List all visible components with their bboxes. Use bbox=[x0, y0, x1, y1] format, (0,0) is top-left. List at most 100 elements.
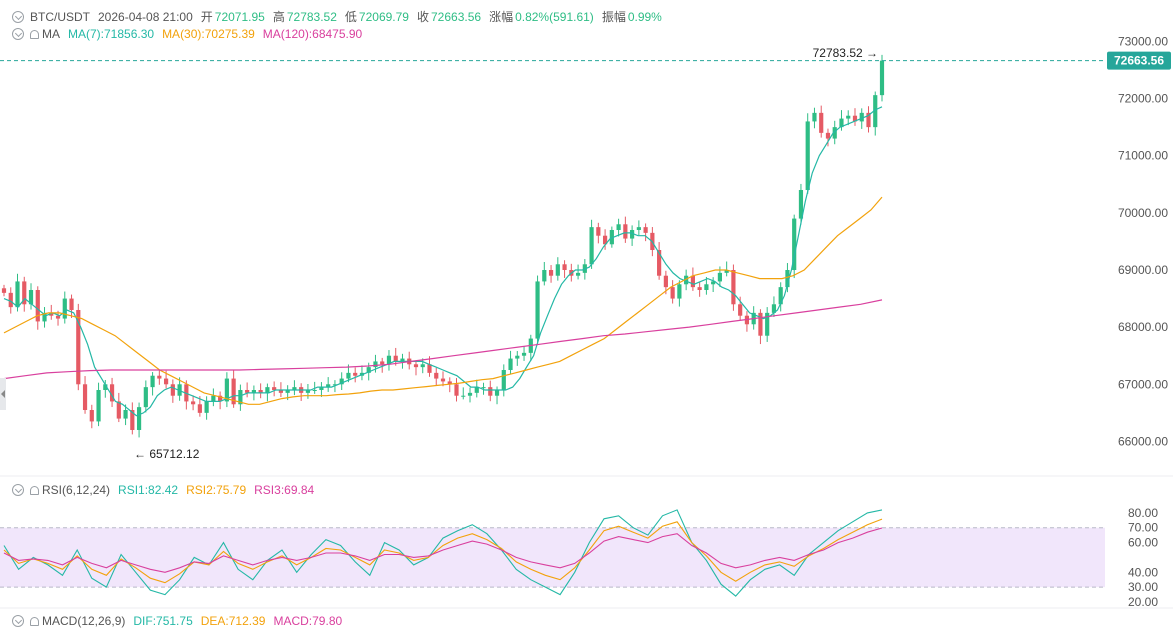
high-label: 高 bbox=[272, 10, 285, 24]
candle-body bbox=[238, 390, 243, 405]
candle-body bbox=[204, 401, 209, 413]
candle-body bbox=[596, 227, 601, 236]
candle-body bbox=[866, 112, 871, 128]
candle-body bbox=[393, 355, 398, 362]
candle-body bbox=[218, 395, 223, 402]
candle-body bbox=[630, 230, 635, 239]
candle-body bbox=[434, 372, 439, 379]
candle-body bbox=[819, 112, 824, 133]
rsi-axis-tick: 80.00 bbox=[1128, 506, 1158, 520]
bell-icon[interactable] bbox=[30, 29, 39, 39]
macd-dif-value: DIF:751.75 bbox=[133, 614, 193, 628]
candle-body bbox=[386, 355, 392, 365]
change-label: 涨幅 bbox=[489, 10, 514, 24]
candle-body bbox=[792, 218, 797, 270]
high-annotation: 72783.52 → bbox=[813, 46, 878, 60]
rsi2-value: RSI2:75.79 bbox=[186, 483, 247, 497]
candle-body bbox=[879, 60, 885, 96]
candle-body bbox=[873, 95, 878, 128]
candle-body bbox=[778, 287, 783, 305]
candle-body bbox=[515, 355, 520, 359]
candle-body bbox=[400, 358, 405, 362]
price-axis-tick: 73000.00 bbox=[1118, 34, 1168, 48]
candle-body bbox=[170, 384, 175, 396]
candle-body bbox=[143, 387, 148, 408]
candle-body bbox=[339, 378, 344, 385]
candle-body bbox=[116, 401, 121, 419]
candle-body bbox=[521, 352, 527, 356]
rsi-axis-tick: 20.00 bbox=[1128, 595, 1158, 609]
candle-body bbox=[616, 224, 621, 230]
candle-body bbox=[440, 378, 446, 382]
eye-icon[interactable] bbox=[12, 484, 24, 496]
candle-body bbox=[839, 118, 844, 128]
candle-body bbox=[731, 270, 736, 305]
candle-body bbox=[123, 410, 128, 419]
candle-body bbox=[609, 230, 614, 245]
candle-body bbox=[704, 284, 709, 290]
candle-body bbox=[765, 312, 770, 336]
current-price-text: 72663.56 bbox=[1114, 54, 1164, 68]
datetime-label: 2026-04-08 21:00 bbox=[98, 9, 193, 24]
ma30-value: MA(30):70275.39 bbox=[162, 27, 255, 41]
candle-body bbox=[501, 370, 506, 390]
close-label: 收 bbox=[416, 10, 429, 24]
candle-body bbox=[1, 288, 7, 293]
candle-body bbox=[62, 298, 67, 319]
candle-body bbox=[197, 404, 202, 413]
candle-body bbox=[657, 250, 662, 276]
candle-body bbox=[717, 272, 723, 282]
bell-icon[interactable] bbox=[30, 616, 39, 626]
amplitude-value: 0.99% bbox=[627, 9, 662, 24]
rsi-line-rsi1 bbox=[3, 509, 883, 597]
candle-body bbox=[136, 407, 142, 430]
candle-body bbox=[332, 384, 338, 386]
candle-body bbox=[49, 312, 54, 316]
candle-body bbox=[738, 304, 743, 316]
rsi-line-rsi2 bbox=[3, 518, 883, 584]
candle-body bbox=[312, 390, 317, 391]
ma120-line bbox=[3, 299, 883, 380]
rsi-legend: RSI(6,12,24) RSI1:82.42 RSI2:75.79 RSI3:… bbox=[12, 483, 322, 497]
candle-body bbox=[231, 378, 236, 405]
candle-body bbox=[211, 395, 216, 402]
price-axis-tick: 70000.00 bbox=[1118, 206, 1168, 220]
ma-legend: MA MA(7):71856.30 MA(30):70275.39 MA(120… bbox=[12, 27, 370, 41]
change-value: 0.82%(591.61) bbox=[515, 9, 594, 24]
collapse-sidebar-handle[interactable] bbox=[0, 378, 6, 410]
candle-body bbox=[542, 270, 547, 282]
candle-body bbox=[285, 390, 290, 393]
candle-body bbox=[96, 390, 101, 422]
candle-body bbox=[272, 387, 277, 390]
candle-body bbox=[366, 367, 371, 373]
macd-label: MACD(12,26,9) bbox=[42, 614, 126, 628]
candle-body bbox=[346, 372, 351, 379]
candle-body bbox=[535, 281, 540, 339]
candle-body bbox=[22, 281, 27, 305]
price-axis-tick: 67000.00 bbox=[1118, 377, 1168, 391]
candle-body bbox=[150, 375, 155, 388]
candle-body bbox=[697, 287, 702, 290]
candle-body bbox=[42, 312, 47, 322]
candle-body bbox=[555, 264, 560, 276]
rsi-axis-tick: 60.00 bbox=[1128, 536, 1158, 550]
candle-body bbox=[670, 287, 675, 299]
candle-body bbox=[461, 395, 466, 397]
eye-icon[interactable] bbox=[12, 10, 24, 23]
candle-body bbox=[420, 364, 425, 368]
price-axis-tick: 66000.00 bbox=[1118, 434, 1168, 448]
rsi-axis-tick: 70.00 bbox=[1128, 521, 1158, 535]
candle-body bbox=[602, 235, 608, 245]
rsi-band bbox=[0, 527, 1105, 588]
candle-body bbox=[265, 387, 270, 393]
candle-body bbox=[245, 390, 250, 393]
bell-icon[interactable] bbox=[30, 485, 39, 495]
current-price-tag bbox=[1107, 51, 1171, 70]
ma7-value: MA(7):71856.30 bbox=[68, 27, 155, 41]
candle-body bbox=[711, 281, 716, 285]
eye-icon[interactable] bbox=[12, 615, 24, 627]
candle-body bbox=[690, 275, 695, 288]
eye-icon[interactable] bbox=[12, 28, 24, 40]
macd-hist-value: MACD:79.80 bbox=[273, 614, 343, 628]
